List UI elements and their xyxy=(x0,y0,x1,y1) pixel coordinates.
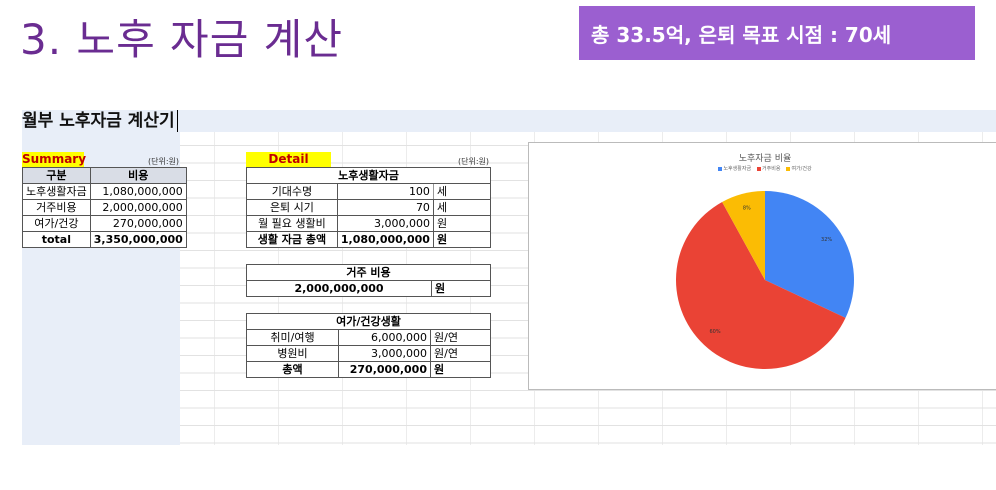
legend-swatch-0 xyxy=(718,166,723,171)
table-row: 취미/여행 6,000,000 원/연 xyxy=(246,329,491,346)
leisure-label[interactable]: 병원비 xyxy=(246,345,339,362)
leisure-unit[interactable]: 원/연 xyxy=(430,329,491,346)
detail-tag: Detail xyxy=(246,152,331,167)
living-value[interactable]: 3,000,000 xyxy=(336,215,434,232)
pie-slice-2[interactable] xyxy=(722,191,765,280)
detail-unit: (단위:원) xyxy=(458,157,490,166)
living-value[interactable]: 70 xyxy=(336,199,434,216)
leisure-total-unit[interactable]: 원 xyxy=(430,361,491,378)
legend-swatch-1 xyxy=(757,166,762,171)
table-row: 2,000,000,000 원 xyxy=(246,280,491,297)
living-unit[interactable]: 원 xyxy=(432,215,492,232)
sheet-title[interactable]: 월부 노후자금 계산기 xyxy=(22,110,178,132)
housing-value[interactable]: 2,000,000,000 xyxy=(246,280,432,297)
table-row: 총액 270,000,000 원 xyxy=(246,361,491,378)
pie-svg: 32% 60% 8% xyxy=(676,191,854,369)
summary-label[interactable]: 거주비용 xyxy=(22,199,91,216)
pie-slice-0[interactable] xyxy=(765,191,854,318)
chart-title: 노후자금 비율 xyxy=(738,154,792,164)
chart-legend: 노후생활자금 거주비용 여가/건강 xyxy=(529,165,996,172)
leisure-unit[interactable]: 원/연 xyxy=(430,345,491,362)
table-row: 기대수명 100 세 xyxy=(246,183,492,200)
housing-header: 거주 비용 xyxy=(246,264,491,281)
living-label[interactable]: 은퇴 시기 xyxy=(246,199,338,216)
pie-data-label-0: 32% xyxy=(821,237,832,243)
table-row: 여가/건강 270,000,000 xyxy=(22,215,187,232)
legend-item: 거주비용 xyxy=(757,165,780,172)
legend-swatch-2 xyxy=(786,166,791,171)
summary-header-category: 구분 xyxy=(22,167,91,184)
legend-label: 거주비용 xyxy=(762,166,781,172)
summary-value[interactable]: 2,000,000,000 xyxy=(89,199,187,216)
housing-unit[interactable]: 원 xyxy=(431,280,491,297)
table-row: 병원비 3,000,000 원/연 xyxy=(246,345,491,362)
leisure-health-table: 여가/건강생활 취미/여행 6,000,000 원/연 병원비 3,000,00… xyxy=(246,313,491,378)
pie-slice-1[interactable] xyxy=(676,202,846,369)
table-row: 월 필요 생활비 3,000,000 원 xyxy=(246,215,492,232)
table-row: total 3,350,000,000 xyxy=(22,231,187,248)
spreadsheet: 월부 노후자금 계산기 Summary (단위:원) 구분 비용 노후생활자금 … xyxy=(22,110,996,445)
sheet-title-row xyxy=(22,110,996,132)
leisure-total-value[interactable]: 270,000,000 xyxy=(338,361,431,378)
summary-total-label[interactable]: total xyxy=(22,231,91,248)
pie-data-label-1: 60% xyxy=(709,329,720,335)
living-label[interactable]: 기대수명 xyxy=(246,183,338,200)
living-total-unit[interactable]: 원 xyxy=(432,231,492,248)
living-total-label[interactable]: 생활 자금 총액 xyxy=(246,231,338,248)
living-value[interactable]: 100 xyxy=(336,183,434,200)
living-fund-header: 노후생활자금 xyxy=(246,167,491,184)
table-row: 거주비용 2,000,000,000 xyxy=(22,199,187,216)
living-fund-table: 노후생활자금 기대수명 100 세 은퇴 시기 70 세 월 필요 생활비 3,… xyxy=(246,167,492,248)
table-row: 노후생활자금 1,080,000,000 xyxy=(22,183,187,200)
table-row: 은퇴 시기 70 세 xyxy=(246,199,492,216)
slide-title: 3. 노후 자금 계산 xyxy=(20,15,343,64)
summary-tag: Summary xyxy=(22,152,87,167)
leisure-total-label[interactable]: 총액 xyxy=(246,361,339,378)
summary-label[interactable]: 여가/건강 xyxy=(22,215,91,232)
legend-label: 노후생활자금 xyxy=(723,166,752,172)
leisure-label[interactable]: 취미/여행 xyxy=(246,329,339,346)
leisure-value[interactable]: 3,000,000 xyxy=(338,345,431,362)
pie-data-label-2: 8% xyxy=(743,205,751,211)
pie-chart[interactable]: 노후자금 비율 노후생활자금 거주비용 여가/건강 32% 60% 8% xyxy=(528,142,996,390)
summary-label[interactable]: 노후생활자금 xyxy=(22,183,91,200)
summary-total-value[interactable]: 3,350,000,000 xyxy=(89,231,187,248)
summary-banner: 총 33.5억, 은퇴 목표 시점 : 70세 xyxy=(579,6,975,60)
summary-unit: (단위:원) xyxy=(148,157,180,166)
legend-label: 여가/건강 xyxy=(791,166,812,172)
summary-value[interactable]: 270,000,000 xyxy=(89,215,187,232)
housing-table: 거주 비용 2,000,000,000 원 xyxy=(246,264,491,297)
legend-item: 여가/건강 xyxy=(786,165,812,172)
living-total-value[interactable]: 1,080,000,000 xyxy=(336,231,434,248)
summary-header-cost: 비용 xyxy=(89,167,187,184)
summary-value[interactable]: 1,080,000,000 xyxy=(89,183,187,200)
legend-item: 노후생활자금 xyxy=(718,165,751,172)
leisure-header: 여가/건강생활 xyxy=(246,313,491,330)
living-unit[interactable]: 세 xyxy=(432,199,492,216)
leisure-value[interactable]: 6,000,000 xyxy=(338,329,431,346)
summary-table: 구분 비용 노후생활자금 1,080,000,000 거주비용 2,000,00… xyxy=(22,167,187,248)
table-row: 생활 자금 총액 1,080,000,000 원 xyxy=(246,231,492,248)
living-unit[interactable]: 세 xyxy=(432,183,492,200)
living-label[interactable]: 월 필요 생활비 xyxy=(246,215,338,232)
